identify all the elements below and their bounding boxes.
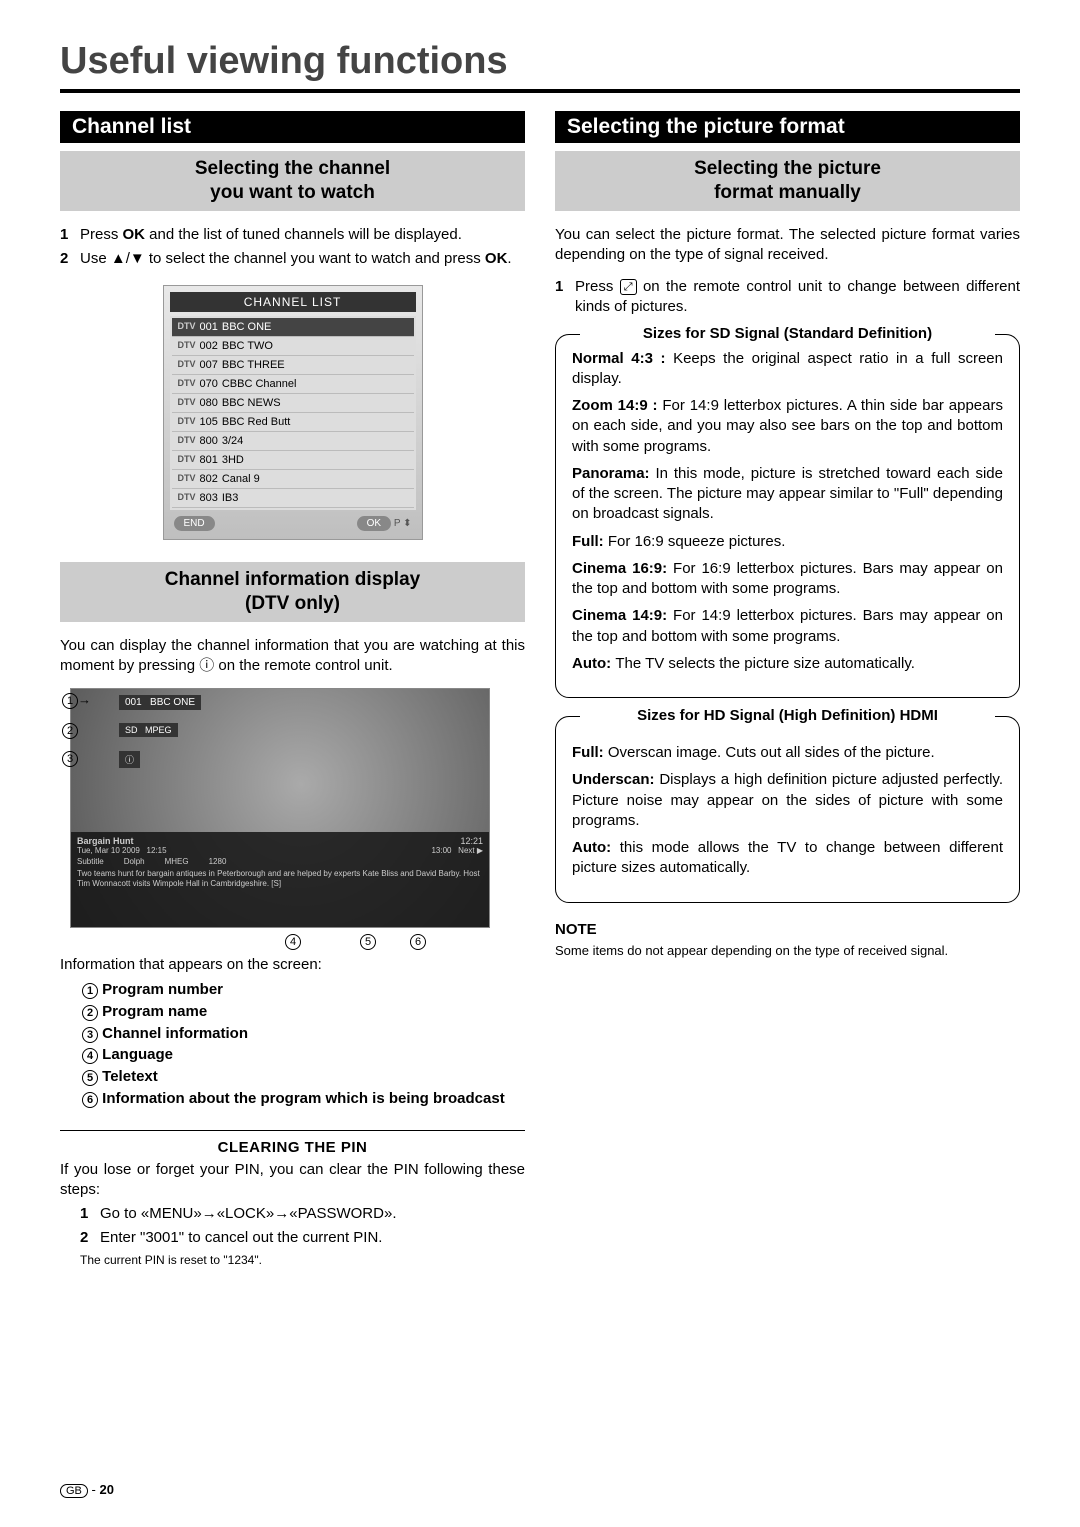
info-item: 4 Language — [82, 1044, 525, 1066]
def-item: Auto: this mode allows the TV to change … — [572, 838, 1003, 879]
picture-steps: 1 Press ⤢ on the remote control unit to … — [555, 277, 1020, 318]
channel-row: DTV8013HD — [172, 451, 414, 470]
content-columns: Channel list Selecting the channelyou wa… — [60, 111, 1020, 1268]
def-item: Cinema 14:9: For 14:9 letterbox pictures… — [572, 606, 1003, 647]
callout-4: 4 — [285, 933, 301, 950]
channel-row: DTV070CBBC Channel — [172, 375, 414, 394]
channel-row: DTV802Canal 9 — [172, 470, 414, 489]
info-banner: Bargain Hunt12:21 Tue, Mar 10 2009 12:15… — [71, 832, 489, 927]
format-icon: ⤢ — [620, 279, 637, 295]
channel-list-items: DTV001BBC ONEDTV002BBC TWODTV007BBC THRE… — [170, 316, 416, 510]
note-heading: NOTE — [555, 921, 1020, 938]
clearing-step: 1Go to «MENU»→«LOCK»→«PASSWORD». — [80, 1204, 525, 1224]
end-button: END — [174, 516, 215, 531]
right-column: Selecting the picture format Selecting t… — [555, 111, 1020, 1268]
step1-after: on the remote control unit to change bet… — [575, 278, 1020, 315]
note-text: Some items do not appear depending on th… — [555, 942, 1020, 960]
callout-6: 6 — [410, 933, 426, 950]
sd-def-list: Normal 4:3 : Keeps the original aspect r… — [572, 349, 1003, 675]
ok-button: OK — [357, 516, 391, 531]
def-item: Underscan: Displays a high definition pi… — [572, 770, 1003, 831]
hd-sizes-box: Sizes for HD Signal (High Definition) HD… — [555, 716, 1020, 903]
region-badge: GB — [60, 1484, 88, 1498]
def-item: Zoom 14:9 : For 14:9 letterbox pictures.… — [572, 396, 1003, 457]
channel-list-header: Channel list — [60, 111, 525, 143]
def-item: Panorama: In this mode, picture is stret… — [572, 464, 1003, 525]
sd-box-title: Sizes for SD Signal (Standard Definition… — [580, 325, 995, 342]
clearing-steps: 1Go to «MENU»→«LOCK»→«PASSWORD». 2Enter "… — [60, 1204, 525, 1249]
step-item: 1Press OK and the list of tuned channels… — [60, 225, 525, 245]
info-item: 6 Information about the program which is… — [82, 1088, 525, 1110]
channel-row: DTV080BBC NEWS — [172, 394, 414, 413]
info-item: 1 Program number — [82, 979, 525, 1001]
picture-manual-header: Selecting the pictureformat manually — [555, 151, 1020, 211]
channel-list-footer: END OK P ⬍ — [170, 510, 416, 533]
step-item: 2Use ▲/▼ to select the channel you want … — [60, 249, 525, 269]
info-list: 1 Program number2 Program name3 Channel … — [60, 979, 525, 1110]
step1-before: Press — [575, 278, 620, 295]
channel-row: DTV105BBC Red Butt — [172, 413, 414, 432]
channel-row: DTV007BBC THREE — [172, 356, 414, 375]
clearing-note: The current PIN is reset to "1234". — [60, 1253, 525, 1269]
picture-format-header: Selecting the picture format — [555, 111, 1020, 143]
info-caption: Information that appears on the screen: — [60, 956, 525, 973]
footer-dash: - — [92, 1482, 96, 1497]
clearing-pin-title: CLEARING THE PIN — [60, 1139, 525, 1156]
callout-3: 3 — [62, 750, 78, 767]
picture-intro: You can select the picture format. The s… — [555, 225, 1020, 266]
picture-step-1: 1 Press ⤢ on the remote control unit to … — [555, 277, 1020, 318]
channel-row: DTV803IB3 — [172, 489, 414, 508]
channel-info-figure: 001 BBC ONE SD MPEG ⓘ Bargain Hunt12:21 … — [70, 688, 490, 928]
hd-box-title: Sizes for HD Signal (High Definition) HD… — [580, 707, 995, 724]
clearing-intro: If you lose or forget your PIN, you can … — [60, 1160, 525, 1201]
page-number: 20 — [100, 1482, 114, 1497]
def-item: Full: Overscan image. Cuts out all sides… — [572, 743, 1003, 763]
channel-info-intro: You can display the channel information … — [60, 636, 525, 677]
def-item: Normal 4:3 : Keeps the original aspect r… — [572, 349, 1003, 390]
info-item: 3 Channel information — [82, 1023, 525, 1045]
channel-list-figure: CHANNEL LIST DTV001BBC ONEDTV002BBC TWOD… — [163, 285, 423, 540]
hd-def-list: Full: Overscan image. Cuts out all sides… — [572, 731, 1003, 879]
info-item: 5 Teletext — [82, 1066, 525, 1088]
sd-sizes-box: Sizes for SD Signal (Standard Definition… — [555, 334, 1020, 699]
def-item: Full: For 16:9 squeeze pictures. — [572, 532, 1003, 552]
channel-row: DTV8003/24 — [172, 432, 414, 451]
def-item: Cinema 16:9: For 16:9 letterbox pictures… — [572, 559, 1003, 600]
clearing-step: 2Enter "3001" to cancel out the current … — [80, 1228, 525, 1248]
channel-list-title: CHANNEL LIST — [170, 292, 416, 312]
channel-info-header: Channel information display(DTV only) — [60, 562, 525, 622]
info-item: 2 Program name — [82, 1001, 525, 1023]
channel-steps: 1Press OK and the list of tuned channels… — [60, 225, 525, 270]
channel-row: DTV001BBC ONE — [172, 318, 414, 337]
left-column: Channel list Selecting the channelyou wa… — [60, 111, 525, 1268]
selecting-channel-header: Selecting the channelyou want to watch — [60, 151, 525, 211]
page-title: Useful viewing functions — [60, 40, 1020, 93]
divider — [60, 1130, 525, 1131]
callout-5: 5 — [360, 933, 376, 950]
def-item: Auto: The TV selects the picture size au… — [572, 654, 1003, 674]
callout-1: 1→ — [62, 692, 91, 709]
page-footer: GB - 20 — [60, 1482, 114, 1497]
channel-row: DTV002BBC TWO — [172, 337, 414, 356]
callout-2: 2 — [62, 722, 78, 739]
